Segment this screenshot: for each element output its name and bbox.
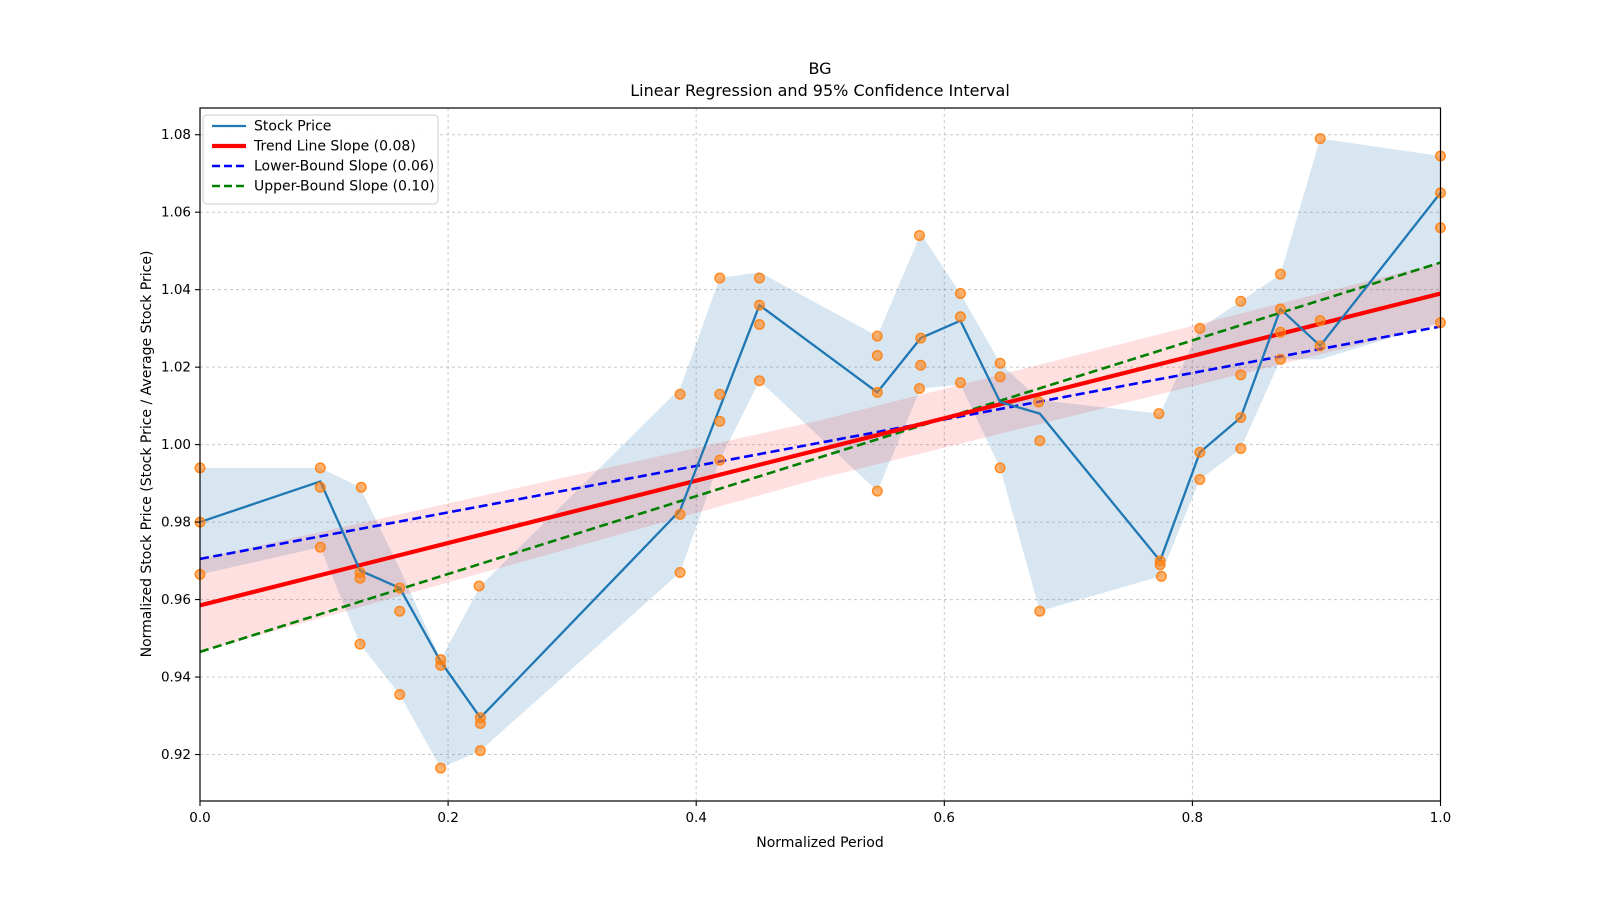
scatter-point bbox=[355, 481, 367, 493]
scatter-point bbox=[954, 288, 966, 300]
chart-subtitle: Linear Regression and 95% Confidence Int… bbox=[630, 81, 1010, 100]
legend: Stock Price Trend Line Slope (0.08) Lower-… bbox=[202, 114, 439, 205]
y-tick-label: 0.94 bbox=[161, 670, 191, 686]
scatter-point bbox=[314, 481, 326, 493]
y-tick-label: 1.08 bbox=[161, 127, 191, 143]
upper-bound-line bbox=[199, 261, 1441, 654]
scatter-point bbox=[1235, 442, 1247, 454]
scatter-point bbox=[1235, 295, 1247, 307]
grid-layer bbox=[200, 108, 1441, 801]
scatter-point bbox=[1274, 303, 1286, 315]
scatter-point bbox=[994, 462, 1006, 474]
scatter-point bbox=[1033, 396, 1045, 408]
scatter-point bbox=[394, 605, 406, 617]
scatter-point bbox=[871, 485, 883, 497]
lower-bound-line bbox=[199, 325, 1441, 561]
scatter-point bbox=[913, 229, 925, 241]
scatter-point bbox=[1194, 473, 1206, 485]
scatter-point bbox=[674, 388, 686, 400]
scatter-point bbox=[714, 388, 726, 400]
scatter-point bbox=[674, 566, 686, 578]
scatter-point bbox=[871, 386, 883, 398]
legend-item-label: Upper-Bound Slope (0.10) bbox=[254, 179, 435, 195]
plot-border bbox=[199, 107, 1442, 802]
legend-item-label: Lower-Bound Slope (0.06) bbox=[254, 159, 434, 175]
scatter-point bbox=[1153, 408, 1165, 420]
scatter-point bbox=[1314, 315, 1326, 327]
scatter-point bbox=[674, 508, 686, 520]
minmax-band bbox=[200, 138, 1441, 769]
scatter-point bbox=[1194, 446, 1206, 458]
scatter-point bbox=[1274, 268, 1286, 280]
legend-item-label: Trend Line Slope (0.08) bbox=[253, 139, 416, 155]
scatter-point bbox=[994, 357, 1006, 369]
scatter-point bbox=[474, 745, 486, 757]
scatter-point bbox=[1235, 369, 1247, 381]
x-tick-label: 0.0 bbox=[189, 810, 210, 826]
scatter-point bbox=[714, 272, 726, 284]
x-tick-label: 1.0 bbox=[1430, 810, 1451, 826]
scatter-point bbox=[1034, 435, 1046, 447]
scatter-point bbox=[994, 371, 1006, 383]
legend-item-label: Stock Price bbox=[254, 119, 331, 135]
scatter-point bbox=[915, 332, 927, 344]
scatter-point bbox=[1235, 412, 1247, 424]
scatter-point bbox=[714, 454, 726, 466]
x-tick-label: 0.4 bbox=[685, 810, 706, 826]
y-tick-label: 0.92 bbox=[161, 747, 191, 763]
y-tick-label: 1.02 bbox=[161, 360, 191, 376]
scatter-point bbox=[314, 462, 326, 474]
scatter-point bbox=[354, 638, 366, 650]
y-tick-label: 0.98 bbox=[161, 515, 191, 531]
scatter-point bbox=[871, 330, 883, 342]
scatter-point bbox=[435, 659, 447, 671]
scatter-point bbox=[314, 541, 326, 553]
scatter-point bbox=[915, 359, 927, 371]
scatter-point bbox=[474, 718, 486, 730]
scatter-point bbox=[871, 350, 883, 362]
x-tick-label: 0.2 bbox=[437, 810, 458, 826]
scatter-point bbox=[753, 375, 765, 387]
bands-layer bbox=[200, 138, 1441, 769]
scatter-point bbox=[394, 688, 406, 700]
axes-layer: 0.0 0.2 0.4 0.6 0.8 1.0 0.92 0.94 0.96 0.98 1.00 1.… bbox=[161, 107, 1451, 826]
scatter-point bbox=[435, 762, 447, 774]
scatter-point bbox=[1314, 133, 1326, 145]
scatter-point bbox=[1155, 570, 1167, 582]
y-tick-label: 1.04 bbox=[161, 282, 191, 298]
y-tick-label: 1.00 bbox=[161, 437, 191, 453]
y-tick-label: 1.06 bbox=[161, 205, 191, 221]
scatter-point bbox=[1314, 340, 1326, 352]
y-axis-label: Normalized Stock Price (Stock Price / Av… bbox=[139, 251, 155, 658]
scatter-point bbox=[913, 382, 925, 394]
x-tick-label: 0.6 bbox=[934, 810, 955, 826]
scatter-point bbox=[954, 311, 966, 323]
scatter-point bbox=[354, 572, 366, 584]
scatter-point bbox=[753, 272, 765, 284]
scatter-point bbox=[1274, 353, 1286, 365]
x-tick-label: 0.8 bbox=[1182, 810, 1203, 826]
scatter-point bbox=[1154, 559, 1166, 571]
scatter-point bbox=[473, 580, 485, 592]
scatter-point bbox=[1034, 605, 1046, 617]
x-axis-label: Normalized Period bbox=[756, 835, 884, 851]
legend-box bbox=[202, 114, 439, 205]
scatter-point bbox=[753, 319, 765, 331]
scatter-point bbox=[954, 377, 966, 389]
scatter-point bbox=[753, 299, 765, 311]
trend-line bbox=[199, 291, 1442, 608]
scatter-point bbox=[394, 582, 406, 594]
chart-title: BG bbox=[808, 59, 831, 78]
scatter-point bbox=[714, 415, 726, 427]
scatter-point bbox=[1194, 322, 1206, 334]
y-tick-label: 0.96 bbox=[161, 592, 191, 608]
scatter-point bbox=[1274, 326, 1286, 338]
